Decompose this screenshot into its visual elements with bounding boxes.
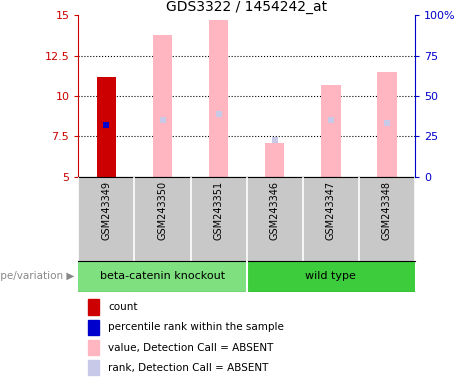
Text: percentile rank within the sample: percentile rank within the sample (108, 322, 284, 332)
Text: GSM243350: GSM243350 (158, 181, 167, 240)
Text: GSM243348: GSM243348 (382, 181, 392, 240)
Text: GSM243347: GSM243347 (326, 181, 336, 240)
Text: count: count (108, 302, 138, 312)
Bar (88, 340, 99, 355)
Bar (321, 85, 341, 177)
Bar (97, 77, 116, 177)
Text: genotype/variation ▶: genotype/variation ▶ (0, 271, 75, 281)
Bar (88, 320, 99, 335)
Text: GSM243351: GSM243351 (213, 181, 224, 240)
Bar (153, 35, 172, 177)
Text: value, Detection Call = ABSENT: value, Detection Call = ABSENT (108, 343, 274, 353)
Bar (377, 72, 396, 177)
Bar (247, 261, 415, 292)
Text: rank, Detection Call = ABSENT: rank, Detection Call = ABSENT (108, 363, 269, 373)
Title: GDS3322 / 1454242_at: GDS3322 / 1454242_at (166, 0, 327, 14)
Bar (265, 143, 284, 177)
Bar (209, 20, 228, 177)
Text: GSM243346: GSM243346 (270, 181, 280, 240)
Text: GSM243349: GSM243349 (101, 181, 112, 240)
Bar (78, 261, 247, 292)
Bar (88, 360, 99, 376)
Bar (88, 300, 99, 314)
Text: wild type: wild type (305, 271, 356, 281)
Text: beta-catenin knockout: beta-catenin knockout (100, 271, 225, 281)
